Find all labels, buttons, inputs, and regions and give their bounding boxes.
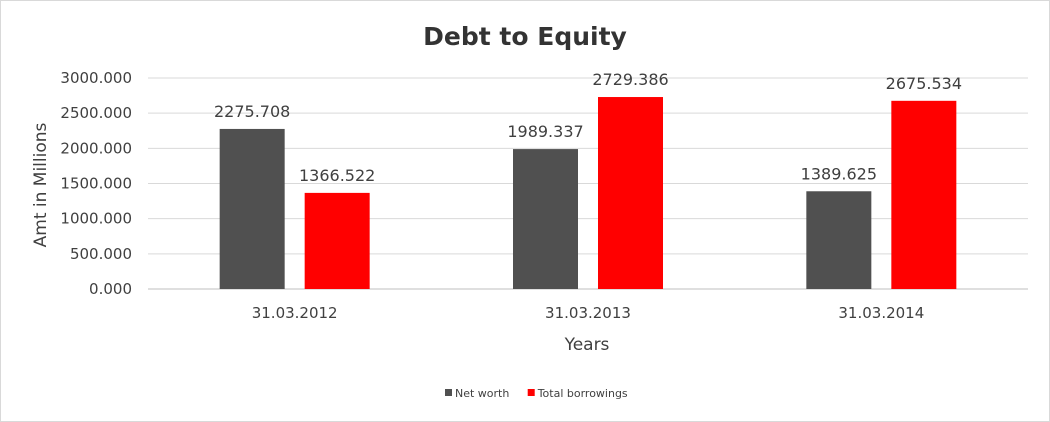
bar-net-worth [513, 149, 578, 289]
y-axis-ticks: 0.000 500.000 1000.000 1500.000 2000.000 2500… [60, 69, 132, 298]
x-axis-title: Years [564, 335, 610, 355]
x-tick-label: 31.03.2014 [838, 304, 924, 322]
y-tick-label: 3000.000 [60, 69, 132, 87]
bar-net-worth [806, 191, 872, 289]
x-axis-ticks: 31.03.2012 31.03.2013 31.03.2014 [252, 304, 925, 322]
data-label: 1989.337 [507, 122, 583, 141]
bar-total-borrowings [304, 192, 370, 289]
legend-label: Net worth [455, 387, 509, 400]
y-tick-label: 2000.000 [60, 139, 132, 157]
y-tick-label: 500.000 [70, 245, 132, 263]
bars: 2275.708 1366.522 1989.337 2729.386 1389.625… [214, 70, 962, 290]
data-label: 2729.386 [592, 70, 668, 89]
y-tick-label: 1500.000 [60, 175, 132, 193]
legend-swatch [445, 389, 452, 396]
bar-total-borrowings [891, 100, 957, 290]
data-label: 2275.708 [214, 102, 290, 121]
legend-swatch [527, 389, 535, 396]
x-tick-label: 31.03.2012 [252, 304, 338, 322]
legend: Net worth Total borrowings [445, 387, 628, 400]
bar-net-worth [219, 128, 285, 289]
chart-title: Debt to Equity [423, 22, 627, 51]
legend-label: Total borrowings [537, 387, 628, 400]
y-tick-label: 2500.000 [60, 104, 132, 122]
y-tick-label: 0.000 [89, 280, 132, 298]
y-axis-title: Amt in Millions [31, 122, 51, 247]
gridlines [148, 77, 1028, 290]
data-label: 2675.534 [886, 74, 962, 93]
data-label: 1366.522 [299, 166, 375, 185]
data-label: 1389.625 [801, 164, 877, 183]
y-tick-label: 1000.000 [60, 210, 132, 228]
x-tick-label: 31.03.2013 [545, 304, 631, 322]
bar-total-borrowings [598, 97, 663, 289]
